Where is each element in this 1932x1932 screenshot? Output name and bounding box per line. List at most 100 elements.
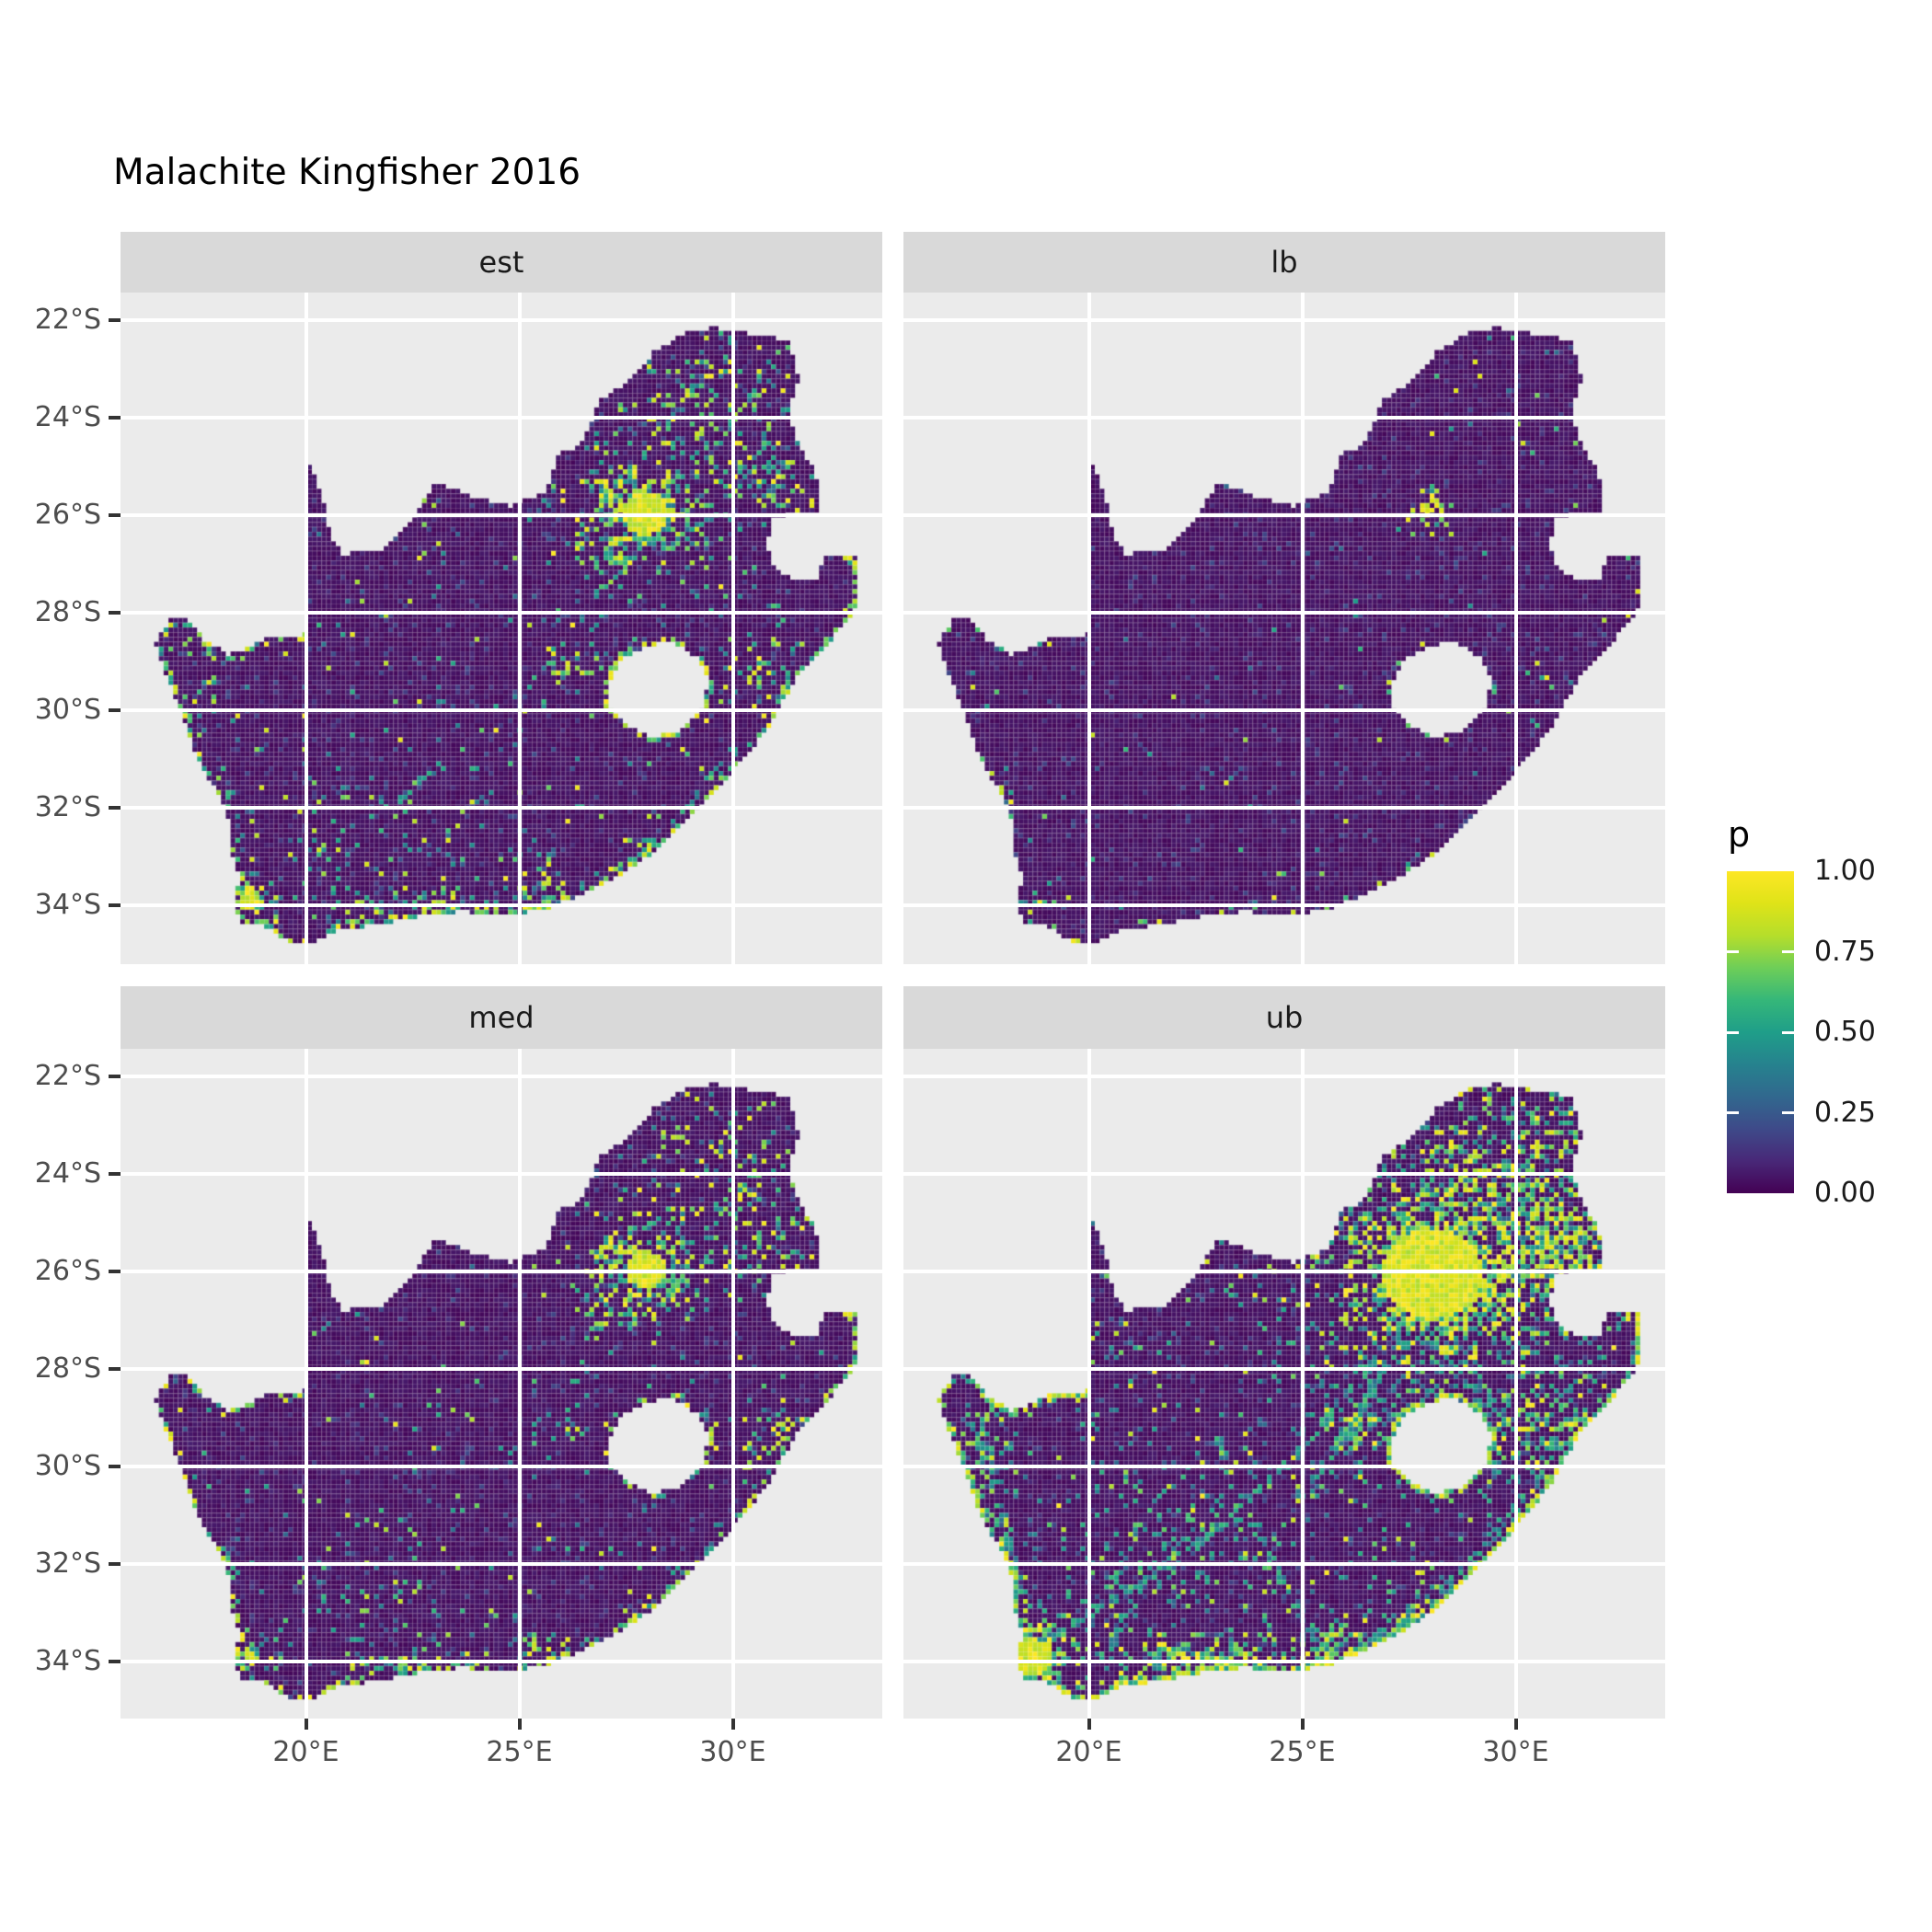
x-axis-tick: [1087, 1719, 1091, 1730]
y-axis-tick: [109, 318, 121, 323]
x-gridline: [1300, 293, 1305, 964]
x-gridline: [730, 1049, 735, 1719]
y-axis-tick: [109, 806, 121, 811]
x-gridline: [1513, 293, 1518, 964]
x-gridline: [730, 293, 735, 964]
y-axis-tick: [109, 416, 121, 420]
x-gridline: [517, 1049, 522, 1719]
y-gridline: [121, 611, 882, 615]
y-gridline: [121, 416, 882, 420]
y-axis-tick: [109, 708, 121, 713]
legend-tick-label: 0.00: [1814, 1177, 1876, 1209]
y-axis-tick: [109, 611, 121, 615]
raster-map-canvas-med: [121, 1049, 882, 1719]
facet-strip-est: est: [121, 232, 882, 293]
legend-tick-mark: [1727, 1030, 1739, 1034]
y-axis-tick-label: 26°S: [34, 1255, 101, 1288]
y-gridline: [903, 1465, 1665, 1469]
y-axis-tick: [109, 1660, 121, 1664]
x-axis-tick: [517, 1719, 522, 1730]
x-axis-tick: [730, 1719, 735, 1730]
y-axis-tick-label: 34°S: [34, 889, 101, 922]
x-axis-tick-label: 25°E: [1269, 1736, 1336, 1768]
facet-strip-label: est: [478, 245, 524, 280]
y-axis-tick: [109, 1172, 121, 1177]
y-axis-tick: [109, 1075, 121, 1079]
x-axis-tick-label: 30°E: [699, 1736, 766, 1768]
y-gridline: [903, 1660, 1665, 1664]
y-gridline: [121, 1172, 882, 1177]
facet-strip-label: lb: [1271, 245, 1298, 280]
y-axis-tick: [109, 903, 121, 908]
map-panel-ub: [903, 1049, 1665, 1719]
y-gridline: [121, 1465, 882, 1469]
legend-tick-mark: [1782, 1030, 1794, 1034]
y-axis-tick-label: 30°S: [34, 1450, 101, 1483]
facet-strip-ub: ub: [903, 986, 1665, 1049]
y-gridline: [903, 513, 1665, 518]
y-gridline: [121, 1270, 882, 1274]
y-gridline: [903, 806, 1665, 811]
y-gridline: [121, 1367, 882, 1372]
y-gridline: [903, 903, 1665, 908]
legend-tick-mark: [1727, 950, 1739, 953]
legend-tick-label: 1.00: [1814, 855, 1876, 887]
map-panel-med: [121, 1049, 882, 1719]
y-axis-tick-label: 24°S: [34, 1157, 101, 1190]
y-axis-tick-label: 32°S: [34, 791, 101, 824]
map-panel-lb: [903, 293, 1665, 964]
x-axis-tick-label: 20°E: [272, 1736, 339, 1768]
map-panel-est: [121, 293, 882, 964]
legend-tick-label: 0.75: [1814, 935, 1876, 968]
x-gridline: [1300, 1049, 1305, 1719]
y-gridline: [903, 1075, 1665, 1079]
y-axis-tick-label: 24°S: [34, 401, 101, 434]
x-gridline: [304, 1049, 308, 1719]
x-axis-tick: [1300, 1719, 1305, 1730]
legend-tick-mark: [1782, 1111, 1794, 1114]
y-axis-tick: [109, 513, 121, 518]
y-gridline: [903, 416, 1665, 420]
legend-tick-label: 0.50: [1814, 1016, 1876, 1048]
y-gridline: [121, 1075, 882, 1079]
x-gridline: [1513, 1049, 1518, 1719]
y-gridline: [903, 318, 1665, 323]
y-axis-tick-label: 32°S: [34, 1547, 101, 1581]
y-axis-tick-label: 28°S: [34, 1352, 101, 1386]
y-gridline: [903, 1562, 1665, 1567]
y-gridline: [121, 806, 882, 811]
x-gridline: [1087, 1049, 1091, 1719]
y-axis-tick-label: 22°S: [34, 304, 101, 337]
y-gridline: [903, 1172, 1665, 1177]
x-axis-tick: [304, 1719, 308, 1730]
legend-title: p: [1728, 814, 1751, 855]
y-axis-tick-label: 34°S: [34, 1645, 101, 1678]
y-gridline: [121, 708, 882, 713]
facet-strip-med: med: [121, 986, 882, 1049]
x-axis-tick-label: 20°E: [1055, 1736, 1122, 1768]
y-axis-tick: [109, 1562, 121, 1567]
x-axis-tick-label: 25°E: [486, 1736, 553, 1768]
facet-strip-label: ub: [1265, 1000, 1304, 1035]
y-axis-tick-label: 28°S: [34, 596, 101, 629]
y-axis-tick-label: 22°S: [34, 1060, 101, 1093]
x-axis-tick: [1513, 1719, 1518, 1730]
y-axis-tick: [109, 1270, 121, 1274]
facet-strip-label: med: [468, 1000, 535, 1035]
y-axis-tick-label: 30°S: [34, 694, 101, 727]
y-gridline: [903, 708, 1665, 713]
y-gridline: [121, 318, 882, 323]
y-axis-tick: [109, 1367, 121, 1372]
facet-strip-lb: lb: [903, 232, 1665, 293]
y-axis-tick: [109, 1465, 121, 1469]
legend-tick-label: 0.25: [1814, 1096, 1876, 1129]
y-gridline: [903, 1270, 1665, 1274]
y-gridline: [121, 1660, 882, 1664]
x-axis-tick-label: 30°E: [1482, 1736, 1549, 1768]
legend-tick-mark: [1727, 1111, 1739, 1114]
y-gridline: [903, 611, 1665, 615]
x-gridline: [517, 293, 522, 964]
x-gridline: [304, 293, 308, 964]
x-gridline: [1087, 293, 1091, 964]
